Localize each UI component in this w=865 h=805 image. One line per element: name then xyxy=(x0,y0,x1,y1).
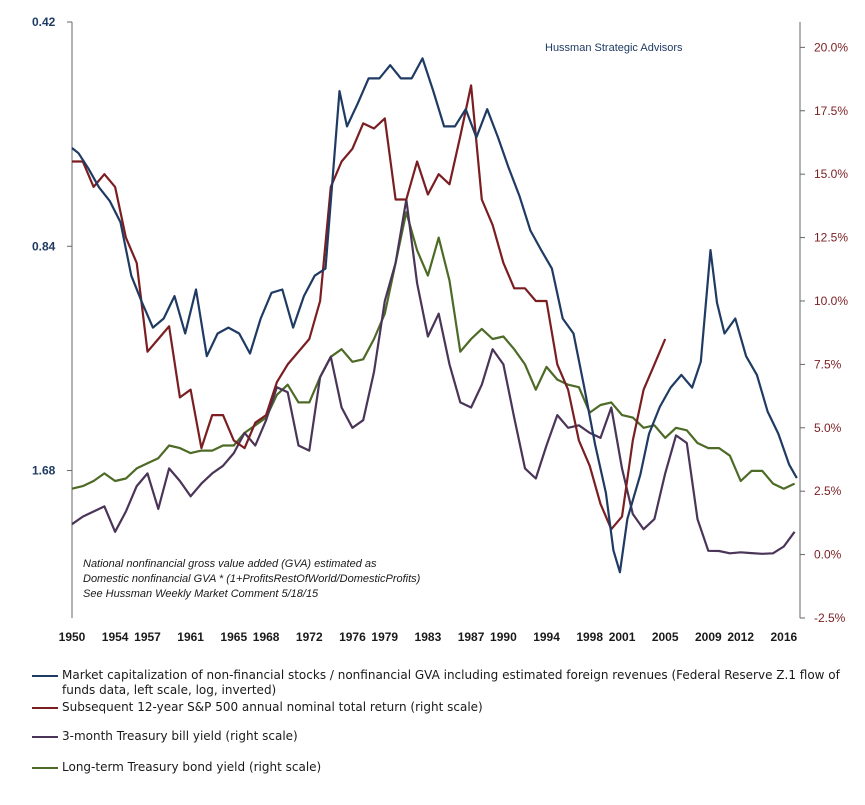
chart-axes xyxy=(71,22,801,618)
x-tick-label: 2012 xyxy=(727,630,754,644)
right-tick-label: 0.0% xyxy=(814,548,842,562)
right-tick-label: 7.5% xyxy=(814,357,842,371)
legend-item-sp500-return: Subsequent 12-year S&P 500 annual nomina… xyxy=(32,700,857,715)
legend-label-tbill: 3-month Treasury bill yield (right scale… xyxy=(62,729,298,743)
x-axis-ticks: 1950 1954 1957 1961 1965 1968 1972 1976 1979 1983… xyxy=(59,630,798,644)
x-tick-label: 1976 xyxy=(339,630,366,644)
legend-swatch-sp500-return xyxy=(32,707,58,709)
left-tick-label: 1.68 xyxy=(32,464,56,478)
right-tick-label: 15.0% xyxy=(814,167,848,181)
x-tick-label: 1954 xyxy=(102,630,129,644)
right-tick-label: 5.0% xyxy=(814,421,842,435)
legend-swatch-market-cap xyxy=(32,675,58,677)
right-tick-label: 17.5% xyxy=(814,104,848,118)
legend-label-market-cap: Market capitalization of non-financial s… xyxy=(62,668,840,697)
x-tick-label: 2001 xyxy=(609,630,636,644)
x-tick-label: 1965 xyxy=(220,630,247,644)
right-tick-label: 12.5% xyxy=(814,231,848,245)
x-tick-label: 1957 xyxy=(134,630,161,644)
annotation-line-2: Domestic nonfinancial GVA * (1+ProfitsRe… xyxy=(83,573,421,585)
legend-swatch-tbill xyxy=(32,736,58,738)
legend-label-sp500-return: Subsequent 12-year S&P 500 annual nomina… xyxy=(62,700,483,714)
legend: Market capitalization of non-financial s… xyxy=(32,668,857,775)
left-axis-ticks: 0.42 0.84 1.68 xyxy=(32,15,72,478)
right-tick-label: -2.5% xyxy=(814,611,846,625)
series-lines xyxy=(71,57,798,574)
annotation-line-3: See Hussman Weekly Market Comment 5/18/1… xyxy=(83,588,319,600)
legend-item-tbill: 3-month Treasury bill yield (right scale… xyxy=(32,729,857,744)
annotation-line-1: National nonfinancial gross value added … xyxy=(83,558,377,570)
x-tick-label: 1979 xyxy=(371,630,398,644)
right-tick-label: 2.5% xyxy=(814,484,842,498)
series-line-bond xyxy=(71,211,796,490)
x-tick-label: 1987 xyxy=(458,630,485,644)
x-tick-label: 2016 xyxy=(770,630,797,644)
left-tick-label: 0.42 xyxy=(32,15,56,29)
x-tick-label: 1994 xyxy=(533,630,560,644)
x-tick-label: 1990 xyxy=(490,630,517,644)
legend-item-market-cap: Market capitalization of non-financial s… xyxy=(32,668,857,698)
right-tick-label: 10.0% xyxy=(814,294,848,308)
x-tick-label: 1961 xyxy=(177,630,204,644)
legend-label-bond: Long-term Treasury bond yield (right sca… xyxy=(62,760,322,774)
x-tick-label: 2009 xyxy=(695,630,722,644)
right-axis-ticks: 20.0% 17.5% 15.0% 12.5% 10.0% 7.5% 5.0% 2.5% 0.0… xyxy=(800,40,848,625)
legend-item-bond: Long-term Treasury bond yield (right sca… xyxy=(32,760,857,775)
x-tick-label: 1998 xyxy=(576,630,603,644)
series-line-market-cap xyxy=(71,57,798,574)
legend-swatch-bond xyxy=(32,767,58,769)
x-tick-label: 2005 xyxy=(652,630,679,644)
left-tick-label: 0.84 xyxy=(32,239,56,253)
x-tick-label: 1983 xyxy=(415,630,442,644)
series-line-tbill xyxy=(71,198,796,555)
series-line-sp500-return xyxy=(72,84,667,531)
x-tick-label: 1972 xyxy=(296,630,323,644)
x-tick-label: 1968 xyxy=(253,630,280,644)
right-tick-label: 20.0% xyxy=(814,40,848,54)
watermark: Hussman Strategic Advisors xyxy=(545,42,683,54)
x-tick-label: 1950 xyxy=(59,630,86,644)
